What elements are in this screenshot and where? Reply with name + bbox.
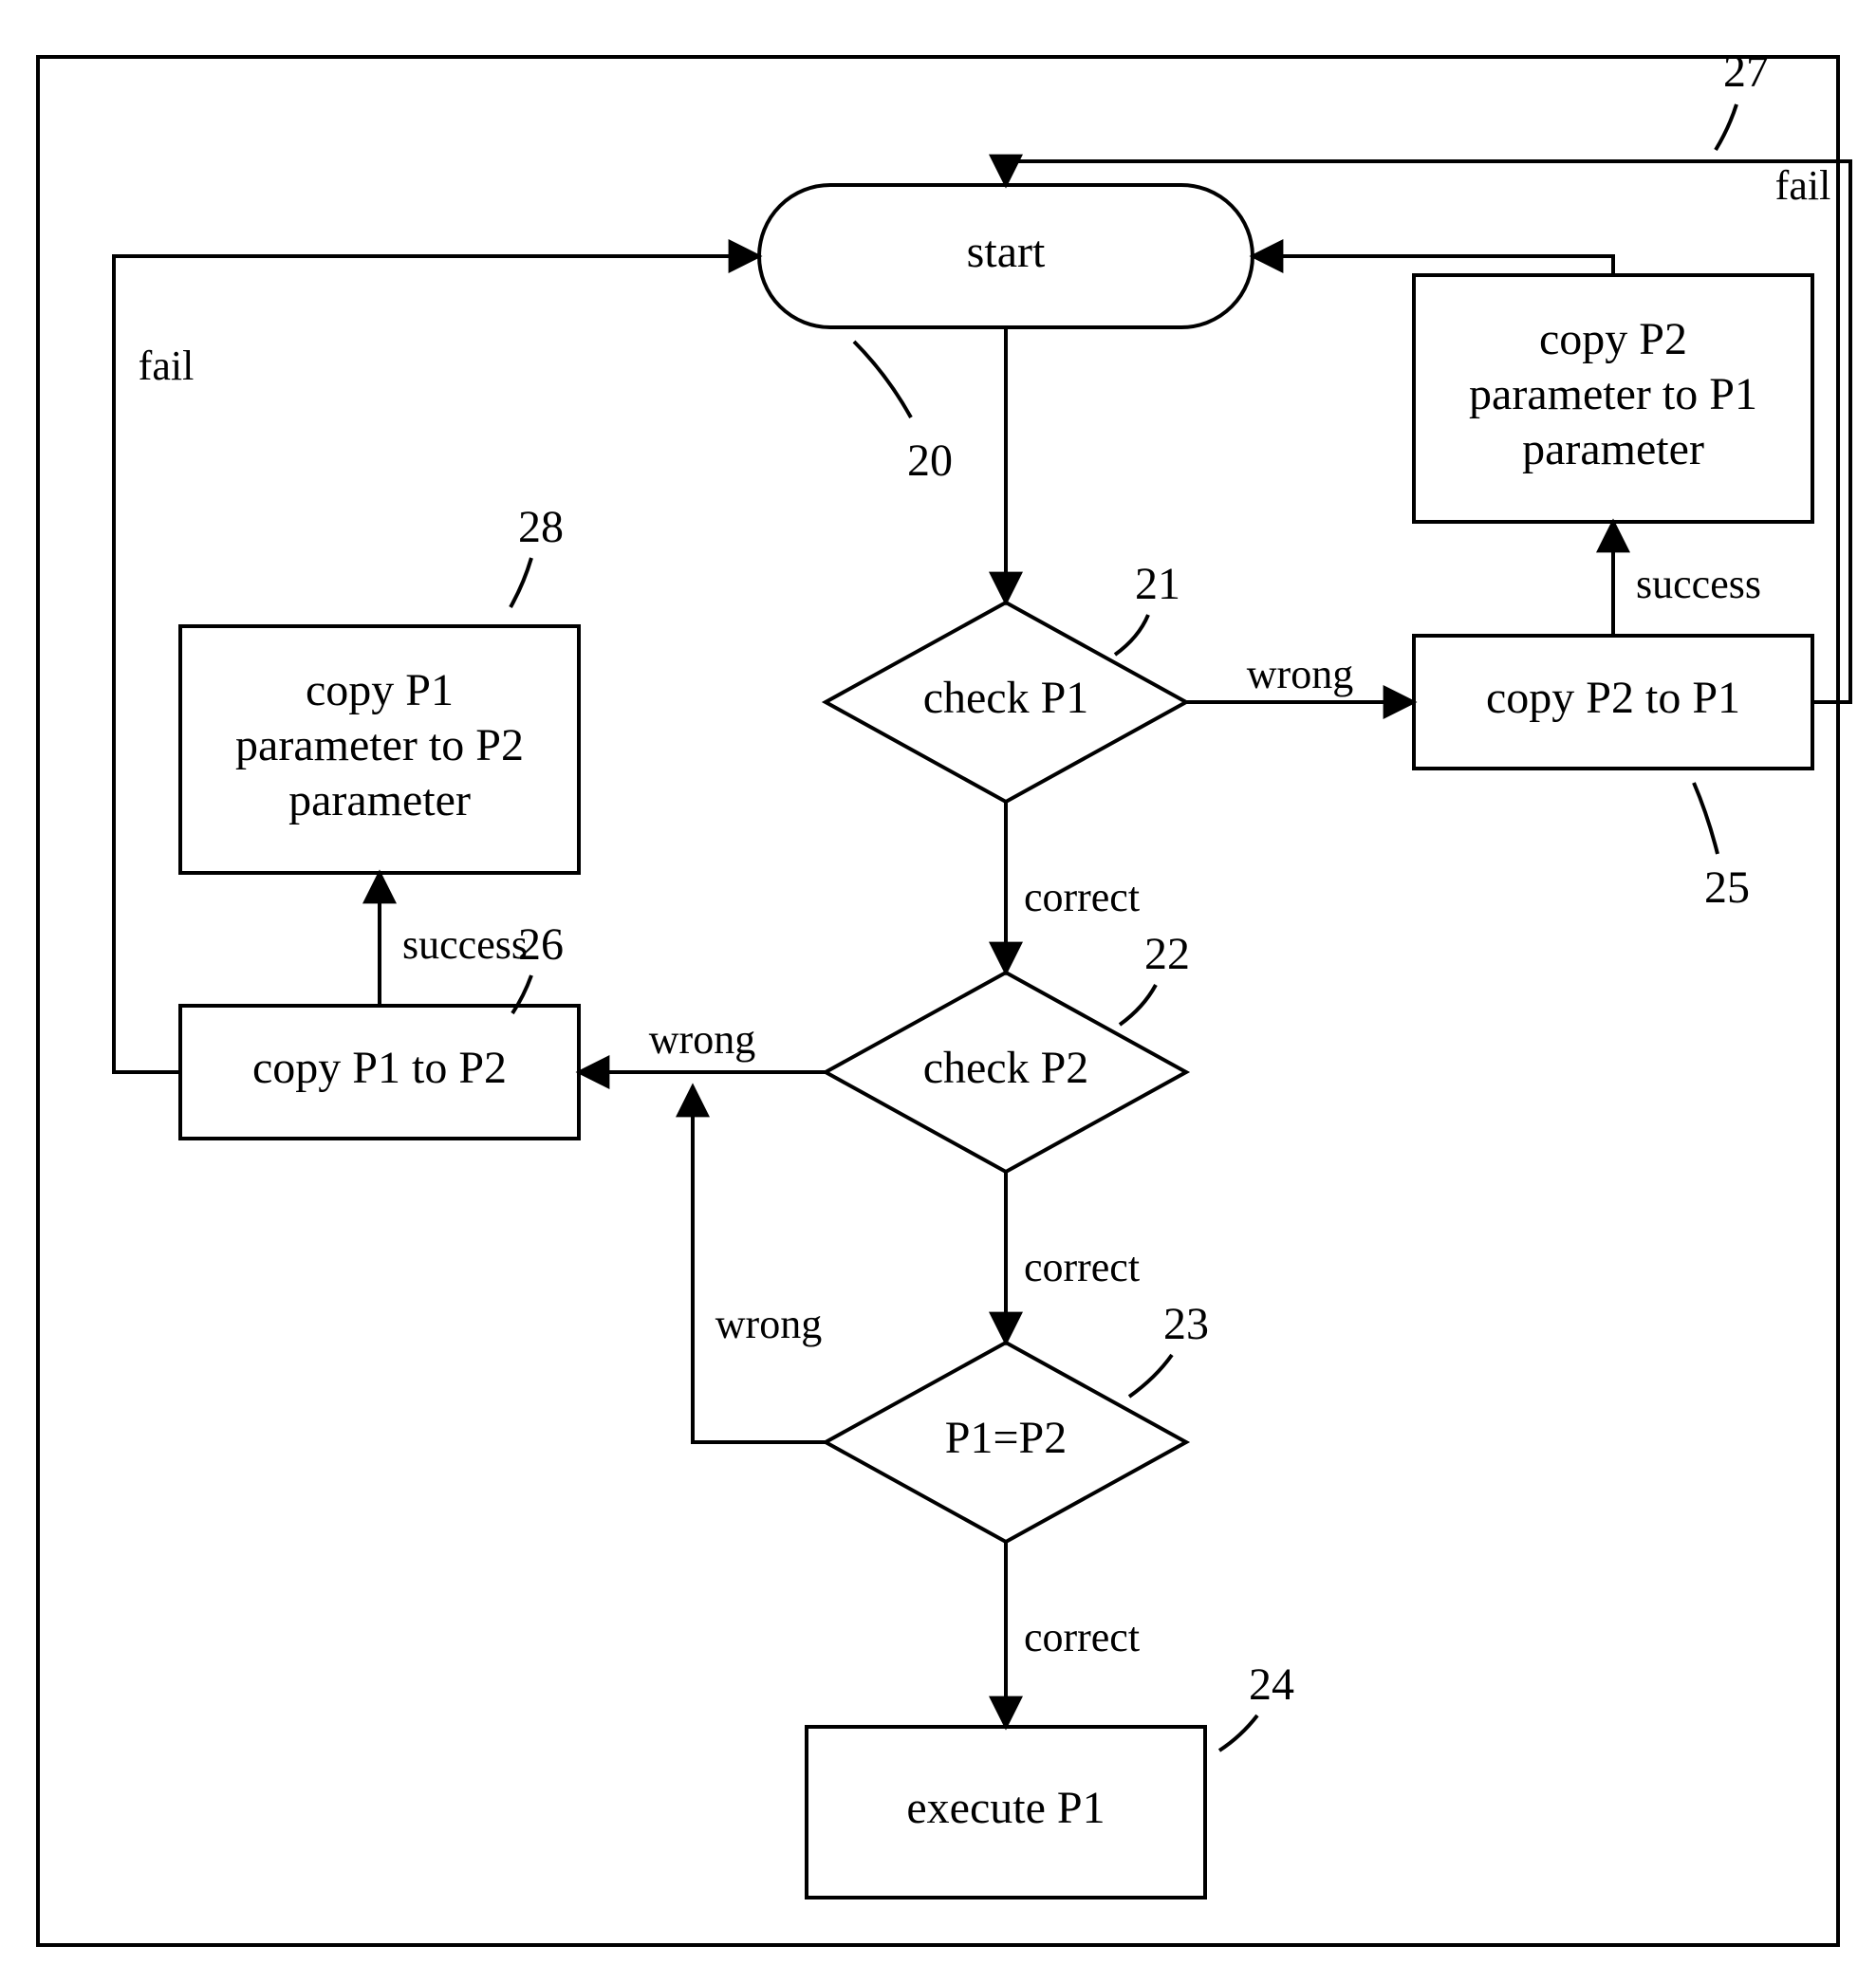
edge-5-label: success [1636,561,1761,607]
ref-20-label: 20 [907,436,953,486]
edge-9-label: wrong [649,1016,755,1063]
node-copyP2par-label-0: copy P2 [1539,314,1687,364]
node-copyP2par-label-2: parameter [1522,424,1704,474]
edge-1-label: correct [1024,874,1140,920]
edge-2-label: correct [1024,1244,1140,1290]
ref-23-label: 23 [1163,1299,1209,1349]
edge-11-label: fail [139,343,195,389]
node-copyP2P1: copy P2 to P1 [1414,636,1812,769]
node-copyP1par-label-1: parameter to P2 [235,720,524,770]
flowchart-canvas: start check P1 check P2 P1=P2 execute P1 copy… [0,0,1876,1983]
ref-28-label: 28 [518,502,564,552]
ref-25-label: 25 [1704,862,1750,913]
node-checkP1-label-0: check P1 [923,673,1089,723]
ref-27-label: 27 [1723,46,1769,97]
ref-21-label: 21 [1135,559,1180,609]
node-start: start [759,185,1253,327]
node-p1eqp2-label-0: P1=P2 [945,1413,1067,1463]
edge-4-label: wrong [1247,651,1353,697]
edge-10-label: success [402,921,528,968]
node-copyP2par-label-1: parameter to P1 [1469,369,1757,419]
ref-26-label: 26 [518,919,564,970]
node-start-label-0: start [967,227,1046,277]
node-copyP2par: copy P2parameter to P1parameter [1414,275,1812,522]
edge-3-label: correct [1024,1614,1140,1660]
node-checkP2-label-0: check P2 [923,1043,1089,1093]
node-copyP1par-label-2: parameter [288,775,471,825]
node-copyP2P1-label-0: copy P2 to P1 [1486,673,1740,723]
node-execP1-label-0: execute P1 [906,1783,1105,1833]
ref-22-label: 22 [1144,929,1190,979]
edge-12-label: wrong [715,1301,822,1347]
ref-24-label: 24 [1249,1659,1294,1710]
node-copyP1par-label-0: copy P1 [306,665,454,715]
node-copyP1P2-label-0: copy P1 to P2 [252,1043,507,1093]
node-copyP1P2: copy P1 to P2 [180,1006,579,1139]
node-execP1: execute P1 [807,1727,1205,1898]
node-copyP1par: copy P1parameter to P2parameter [180,626,579,873]
edge-8-label: fail [1775,162,1831,209]
